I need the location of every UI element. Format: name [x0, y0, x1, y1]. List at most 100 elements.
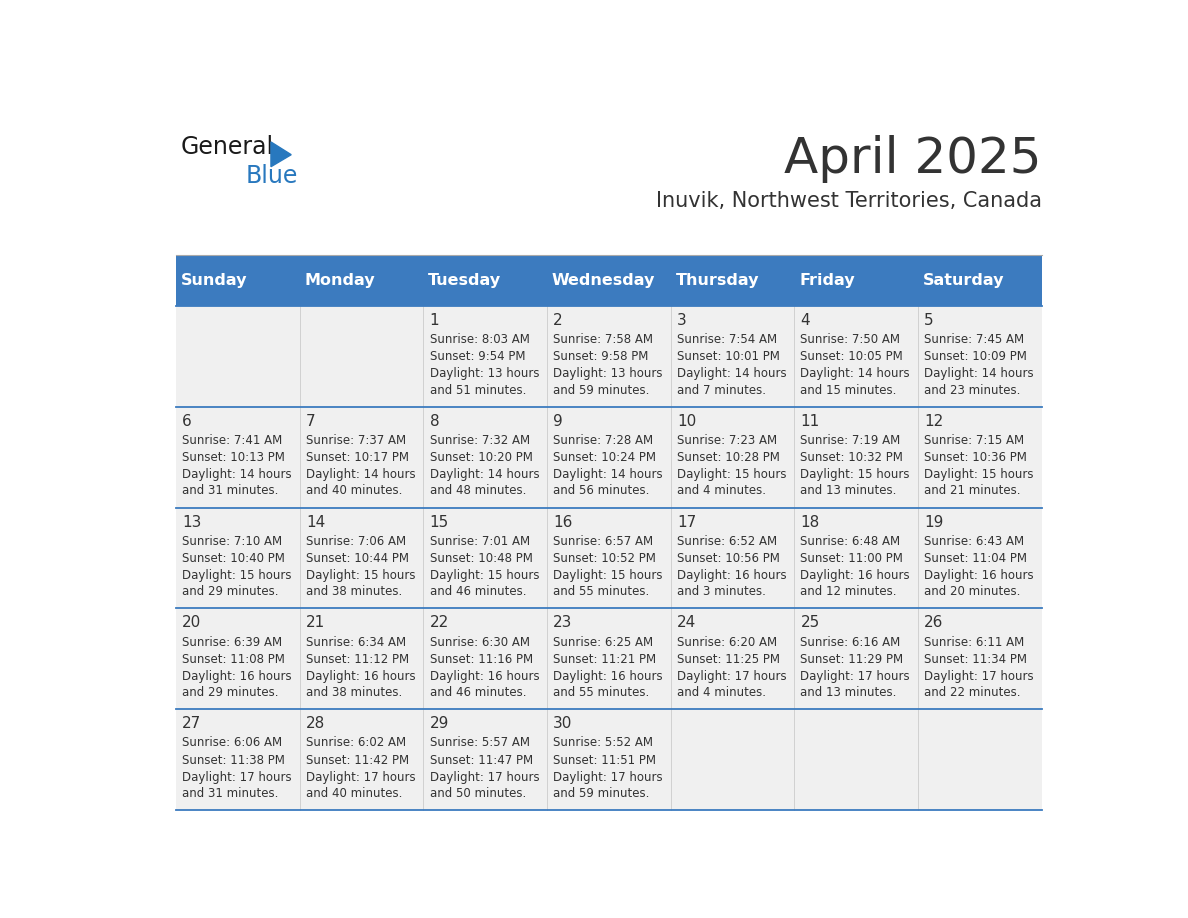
Text: Sunrise: 6:48 AM: Sunrise: 6:48 AM [801, 535, 901, 548]
Text: and 12 minutes.: and 12 minutes. [801, 585, 897, 599]
Text: and 7 minutes.: and 7 minutes. [677, 384, 766, 397]
Text: 4: 4 [801, 313, 810, 328]
Text: Daylight: 15 hours: Daylight: 15 hours [182, 569, 292, 582]
Text: 28: 28 [307, 716, 326, 732]
Text: 13: 13 [182, 515, 202, 530]
Text: Friday: Friday [800, 273, 855, 288]
Text: Sunrise: 7:15 AM: Sunrise: 7:15 AM [924, 434, 1024, 447]
Text: and 46 minutes.: and 46 minutes. [430, 686, 526, 699]
Text: 11: 11 [801, 414, 820, 429]
FancyBboxPatch shape [176, 709, 1042, 810]
Text: Sunrise: 7:50 AM: Sunrise: 7:50 AM [801, 333, 901, 346]
Text: Daylight: 16 hours: Daylight: 16 hours [554, 670, 663, 683]
Text: April 2025: April 2025 [784, 135, 1042, 183]
Text: and 40 minutes.: and 40 minutes. [307, 485, 403, 498]
Text: Sunset: 10:05 PM: Sunset: 10:05 PM [801, 351, 903, 364]
FancyBboxPatch shape [176, 609, 1042, 709]
Text: Daylight: 16 hours: Daylight: 16 hours [924, 569, 1034, 582]
Text: Thursday: Thursday [676, 273, 759, 288]
Text: Sunrise: 6:02 AM: Sunrise: 6:02 AM [307, 736, 406, 749]
Text: Sunrise: 7:32 AM: Sunrise: 7:32 AM [430, 434, 530, 447]
Polygon shape [271, 142, 291, 167]
Text: and 51 minutes.: and 51 minutes. [430, 384, 526, 397]
Text: 7: 7 [307, 414, 316, 429]
Text: 25: 25 [801, 615, 820, 631]
Text: Daylight: 14 hours: Daylight: 14 hours [677, 367, 786, 380]
Text: Sunrise: 7:58 AM: Sunrise: 7:58 AM [554, 333, 653, 346]
Text: Sunrise: 7:45 AM: Sunrise: 7:45 AM [924, 333, 1024, 346]
Text: Daylight: 17 hours: Daylight: 17 hours [554, 770, 663, 784]
Text: and 29 minutes.: and 29 minutes. [182, 686, 279, 699]
Text: Sunset: 11:38 PM: Sunset: 11:38 PM [182, 754, 285, 767]
Text: Daylight: 16 hours: Daylight: 16 hours [430, 670, 539, 683]
Text: Daylight: 16 hours: Daylight: 16 hours [307, 670, 416, 683]
Text: and 4 minutes.: and 4 minutes. [677, 485, 766, 498]
Text: 22: 22 [430, 615, 449, 631]
Text: Sunset: 11:08 PM: Sunset: 11:08 PM [182, 653, 285, 666]
Text: 24: 24 [677, 615, 696, 631]
Text: Sunrise: 6:20 AM: Sunrise: 6:20 AM [677, 635, 777, 649]
Text: Sunset: 9:58 PM: Sunset: 9:58 PM [554, 351, 649, 364]
Text: General: General [181, 135, 274, 159]
Text: Sunrise: 6:52 AM: Sunrise: 6:52 AM [677, 535, 777, 548]
Text: Sunset: 10:24 PM: Sunset: 10:24 PM [554, 451, 656, 465]
Text: Sunset: 10:52 PM: Sunset: 10:52 PM [554, 552, 656, 565]
Text: Sunset: 11:47 PM: Sunset: 11:47 PM [430, 754, 532, 767]
Text: 27: 27 [182, 716, 202, 732]
Text: Sunset: 11:42 PM: Sunset: 11:42 PM [307, 754, 409, 767]
Text: and 4 minutes.: and 4 minutes. [677, 686, 766, 699]
Text: 1: 1 [430, 313, 440, 328]
Text: and 50 minutes.: and 50 minutes. [430, 787, 526, 800]
Text: Sunset: 10:48 PM: Sunset: 10:48 PM [430, 552, 532, 565]
Text: Sunrise: 7:37 AM: Sunrise: 7:37 AM [307, 434, 406, 447]
Text: and 38 minutes.: and 38 minutes. [307, 686, 403, 699]
Text: 20: 20 [182, 615, 202, 631]
Text: Monday: Monday [304, 273, 375, 288]
Text: 26: 26 [924, 615, 943, 631]
Text: Sunset: 10:01 PM: Sunset: 10:01 PM [677, 351, 779, 364]
Text: 19: 19 [924, 515, 943, 530]
Text: Sunset: 10:32 PM: Sunset: 10:32 PM [801, 451, 903, 465]
FancyBboxPatch shape [176, 306, 1042, 407]
Text: and 46 minutes.: and 46 minutes. [430, 585, 526, 599]
Text: Sunset: 11:51 PM: Sunset: 11:51 PM [554, 754, 656, 767]
Text: Sunrise: 6:06 AM: Sunrise: 6:06 AM [182, 736, 283, 749]
Text: Sunday: Sunday [181, 273, 247, 288]
Text: Daylight: 14 hours: Daylight: 14 hours [924, 367, 1034, 380]
Text: Sunrise: 7:23 AM: Sunrise: 7:23 AM [677, 434, 777, 447]
Text: Inuvik, Northwest Territories, Canada: Inuvik, Northwest Territories, Canada [656, 192, 1042, 211]
Text: Wednesday: Wednesday [552, 273, 656, 288]
Text: and 22 minutes.: and 22 minutes. [924, 686, 1020, 699]
Text: Daylight: 17 hours: Daylight: 17 hours [801, 670, 910, 683]
Text: Daylight: 16 hours: Daylight: 16 hours [677, 569, 786, 582]
Text: Daylight: 17 hours: Daylight: 17 hours [182, 770, 292, 784]
Text: 17: 17 [677, 515, 696, 530]
Text: 30: 30 [554, 716, 573, 732]
Text: and 15 minutes.: and 15 minutes. [801, 384, 897, 397]
Text: Sunrise: 7:41 AM: Sunrise: 7:41 AM [182, 434, 283, 447]
Text: Saturday: Saturday [923, 273, 1004, 288]
Text: 6: 6 [182, 414, 192, 429]
Text: Daylight: 16 hours: Daylight: 16 hours [182, 670, 292, 683]
Text: Sunrise: 5:57 AM: Sunrise: 5:57 AM [430, 736, 530, 749]
FancyBboxPatch shape [176, 407, 1042, 508]
Text: Daylight: 14 hours: Daylight: 14 hours [430, 468, 539, 481]
Text: Daylight: 14 hours: Daylight: 14 hours [554, 468, 663, 481]
Text: and 55 minutes.: and 55 minutes. [554, 686, 650, 699]
Text: Sunset: 10:40 PM: Sunset: 10:40 PM [182, 552, 285, 565]
Text: Daylight: 15 hours: Daylight: 15 hours [677, 468, 786, 481]
Text: Sunset: 10:09 PM: Sunset: 10:09 PM [924, 351, 1026, 364]
Text: and 3 minutes.: and 3 minutes. [677, 585, 766, 599]
Text: Sunrise: 7:10 AM: Sunrise: 7:10 AM [182, 535, 283, 548]
FancyBboxPatch shape [176, 508, 1042, 609]
Text: Daylight: 15 hours: Daylight: 15 hours [801, 468, 910, 481]
Text: Sunset: 10:17 PM: Sunset: 10:17 PM [307, 451, 409, 465]
Text: Daylight: 14 hours: Daylight: 14 hours [801, 367, 910, 380]
Text: and 31 minutes.: and 31 minutes. [182, 485, 279, 498]
Text: 23: 23 [554, 615, 573, 631]
Text: 8: 8 [430, 414, 440, 429]
Text: Sunset: 10:56 PM: Sunset: 10:56 PM [677, 552, 779, 565]
Text: and 13 minutes.: and 13 minutes. [801, 686, 897, 699]
Text: Daylight: 13 hours: Daylight: 13 hours [430, 367, 539, 380]
Text: Daylight: 16 hours: Daylight: 16 hours [801, 569, 910, 582]
